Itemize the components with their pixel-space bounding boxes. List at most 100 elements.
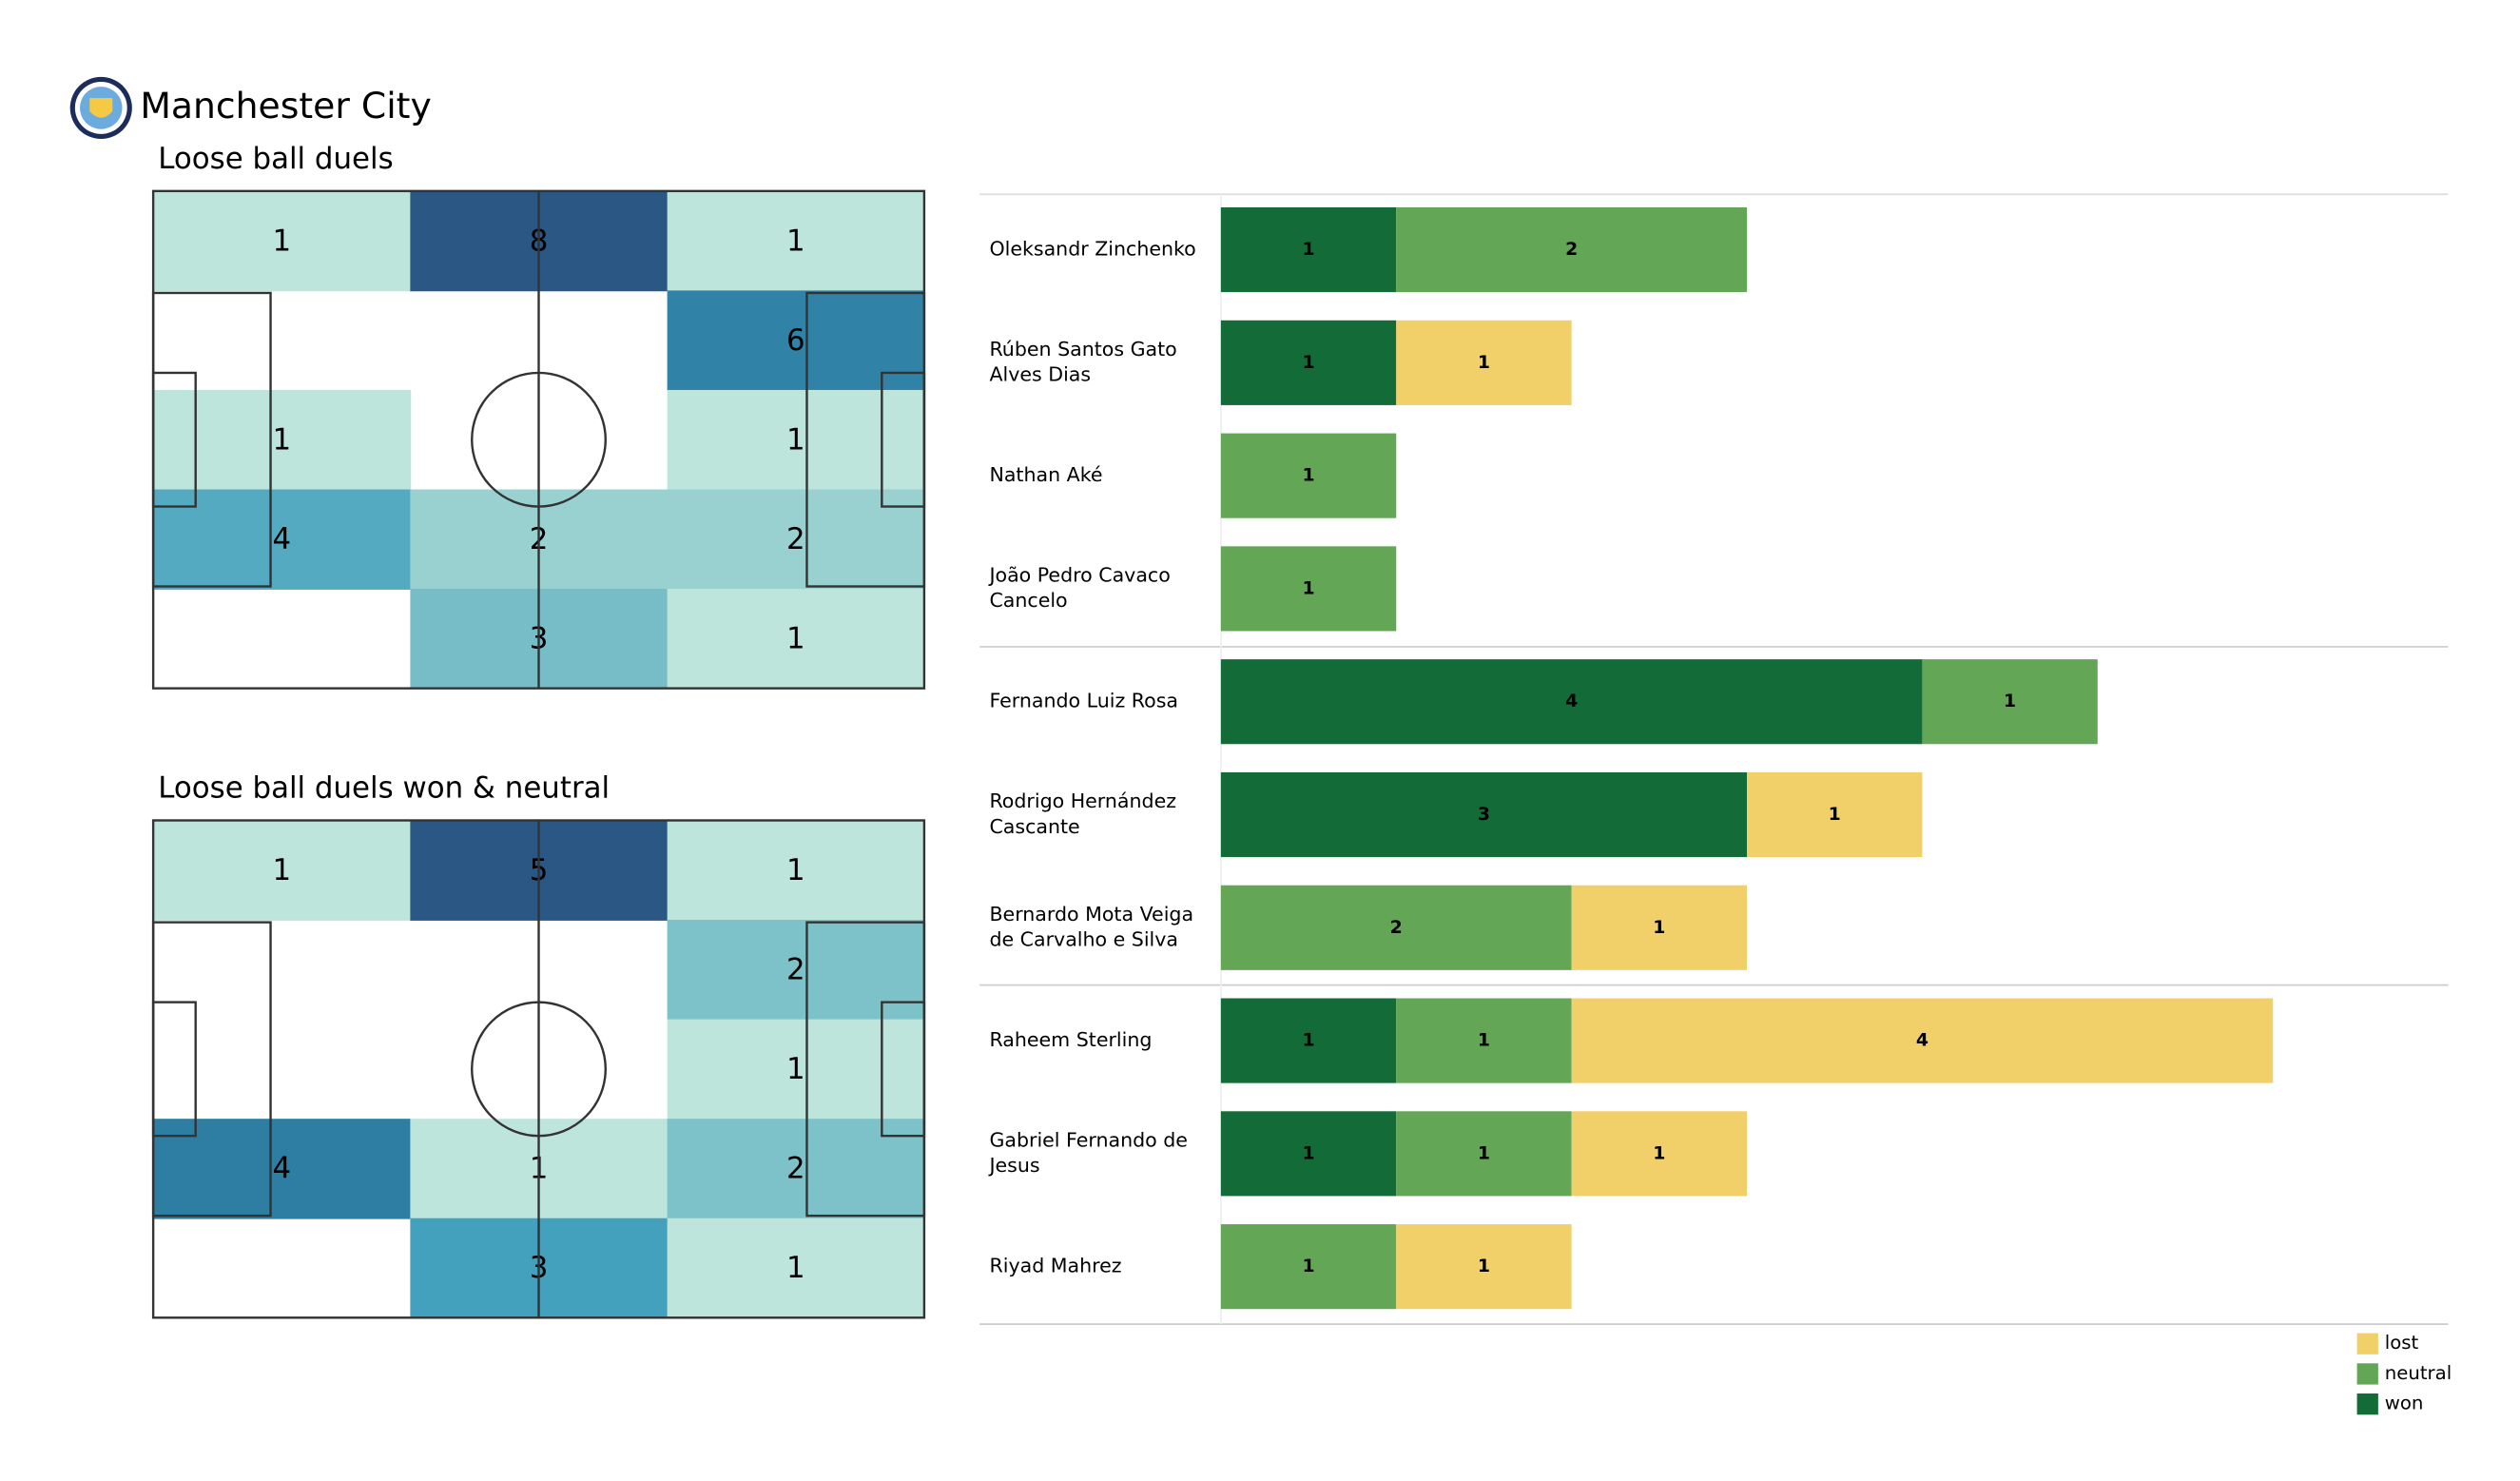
legend-label: won xyxy=(2385,1393,2424,1414)
centre-circle xyxy=(471,371,607,508)
bar-segment xyxy=(1396,1111,1572,1197)
bar-segment xyxy=(1220,433,1397,518)
name-line: Jesus xyxy=(987,1154,1039,1177)
logo xyxy=(69,76,132,139)
bar-segment xyxy=(1747,771,1923,858)
bar-value-label: 1 xyxy=(1653,1143,1665,1163)
bar-value-label: 3 xyxy=(1478,805,1490,825)
cell-label: 1 xyxy=(786,422,805,457)
cell-label: 1 xyxy=(786,224,805,258)
bar-value-label: 1 xyxy=(1478,1257,1490,1276)
bar-segment xyxy=(1396,998,1572,1083)
bar-value-label: 1 xyxy=(1653,918,1665,938)
name-line: Gabriel Fernando de xyxy=(989,1129,1187,1152)
pitch-lines xyxy=(151,189,926,690)
bar-segment xyxy=(1220,1224,1397,1310)
bar-value-label: 1 xyxy=(1478,1143,1490,1163)
cell-label: 1 xyxy=(786,853,805,887)
bar-value-label: 1 xyxy=(1478,353,1490,373)
six-yard-box xyxy=(881,371,926,508)
name-line: Bernardo Mota Veiga xyxy=(989,903,1193,926)
cell-label: 2 xyxy=(786,522,805,556)
cell-label: 1 xyxy=(272,224,291,258)
bar-segment xyxy=(1571,1111,1748,1197)
cell-label: 2 xyxy=(786,953,805,987)
player-name: Rodrigo Hernández Cascante xyxy=(989,789,1176,838)
bar-segment xyxy=(1220,998,1397,1083)
bar-segment xyxy=(1220,206,1397,293)
name-line: Alves Dias xyxy=(989,363,1091,386)
bar-value-label: 1 xyxy=(1478,1031,1490,1051)
player-name: João Pedro Cavaco Cancelo xyxy=(987,564,1170,613)
bar-value-label: 1 xyxy=(1302,1143,1314,1163)
six-yard-box xyxy=(151,1001,197,1138)
bar-segment xyxy=(1396,320,1572,405)
heatmap-title: Loose ball duels xyxy=(158,142,393,176)
player-name: Bernardo Mota Veiga de Carvalho e Silva xyxy=(989,903,1193,951)
bar-value-label: 4 xyxy=(1565,692,1578,711)
cell-label: 1 xyxy=(272,853,291,887)
name-line: Rodrigo Hernández xyxy=(989,789,1176,812)
centre-circle xyxy=(471,1001,607,1138)
cell-label: 1 xyxy=(786,1052,805,1086)
bar-segment xyxy=(1220,546,1397,632)
legend-label: lost xyxy=(2385,1332,2419,1354)
bar-value-label: 1 xyxy=(1302,1031,1314,1051)
player-name: Fernando Luiz Rosa xyxy=(989,690,1178,712)
player-name: Raheem Sterling xyxy=(989,1028,1152,1051)
cell-label: 4 xyxy=(272,522,291,556)
bar-segment xyxy=(1220,659,1923,745)
name-line: Cascante xyxy=(989,815,1079,838)
heatmap-cell xyxy=(667,1218,925,1319)
bar-segment xyxy=(1396,206,1748,293)
heatmap-title: Loose ball duels won & neutral xyxy=(158,770,610,805)
player-name: Nathan Aké xyxy=(989,463,1102,486)
bar-segment xyxy=(1396,1224,1572,1310)
bar-segment xyxy=(1571,998,2274,1083)
bar-value-label: 1 xyxy=(2004,692,2016,711)
bar-segment xyxy=(1220,320,1397,405)
six-yard-box xyxy=(881,1001,926,1138)
legend-label: neutral xyxy=(2385,1362,2452,1384)
name-line: João Pedro Cavaco xyxy=(987,564,1170,587)
bar-value-label: 1 xyxy=(1302,1257,1314,1276)
player-name: Rúben Santos Gato Alves Dias xyxy=(989,338,1176,386)
bar-segment xyxy=(1220,885,1572,970)
cell-label: 1 xyxy=(786,622,805,656)
bar-value-label: 2 xyxy=(1565,240,1578,260)
team-title: Manchester City xyxy=(140,85,431,127)
heatmap-cell xyxy=(153,820,412,921)
name-line: Rúben Santos Gato xyxy=(989,338,1176,361)
cell-label: 2 xyxy=(786,1152,805,1186)
legend-swatch xyxy=(2356,1363,2378,1385)
cell-label: 4 xyxy=(272,1152,291,1186)
six-yard-box xyxy=(151,371,197,508)
pitch-lines xyxy=(151,819,926,1319)
heatmap-cell xyxy=(667,589,925,690)
legend-swatch xyxy=(2356,1333,2378,1354)
bar-segment xyxy=(1220,1111,1397,1197)
bar-value-label: 1 xyxy=(1829,805,1841,825)
name-line: de Carvalho e Silva xyxy=(989,928,1178,951)
player-name: Oleksandr Zinchenko xyxy=(989,238,1195,261)
player-name: Gabriel Fernando de Jesus xyxy=(987,1129,1187,1178)
cell-label: 1 xyxy=(272,422,291,457)
bar-value-label: 4 xyxy=(1916,1031,1929,1051)
legend-swatch xyxy=(2356,1393,2378,1415)
heatmap-cell xyxy=(667,190,925,292)
cell-label: 6 xyxy=(786,323,805,358)
bar-value-label: 1 xyxy=(1302,466,1314,486)
name-line: Cancelo xyxy=(989,589,1067,612)
player-name: Riyad Mahrez xyxy=(989,1255,1121,1277)
bar-segment xyxy=(1571,885,1748,970)
bar-value-label: 2 xyxy=(1390,918,1403,938)
cell-label: 1 xyxy=(786,1251,805,1285)
bar-value-label: 1 xyxy=(1302,353,1314,373)
bar-segment xyxy=(1922,659,2098,745)
bar-segment xyxy=(1220,771,1748,858)
heatmap-cell xyxy=(153,190,412,292)
bar-value-label: 1 xyxy=(1302,578,1314,598)
bar-value-label: 1 xyxy=(1302,240,1314,260)
heatmap-cell xyxy=(667,820,925,921)
